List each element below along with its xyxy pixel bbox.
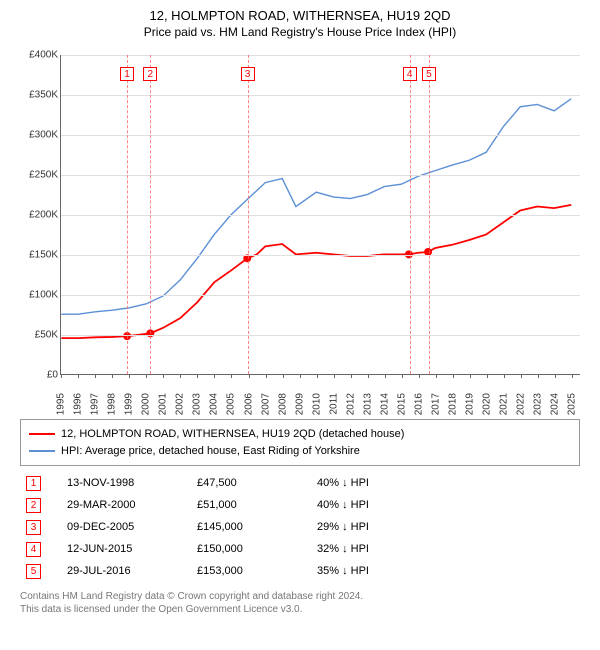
y-axis-label: £50K <box>20 330 58 341</box>
footer-line2: This data is licensed under the Open Gov… <box>20 603 580 616</box>
legend: 12, HOLMPTON ROAD, WITHERNSEA, HU19 2QD … <box>20 419 580 466</box>
sale-marker-line <box>127 55 128 374</box>
x-axis-label: 2007 <box>260 393 271 415</box>
chart-subtitle: Price paid vs. HM Land Registry's House … <box>10 25 590 39</box>
x-axis-label: 2006 <box>243 393 254 415</box>
series-hpi <box>61 99 571 314</box>
x-axis-label: 2008 <box>277 393 288 415</box>
x-axis-label: 1998 <box>107 393 118 415</box>
sale-marker-badge: 3 <box>241 67 255 81</box>
transaction-row: 3 09-DEC-2005£145,00029% ↓ HPI <box>20 516 580 538</box>
x-axis-label: 2011 <box>328 393 339 415</box>
transaction-price: £47,500 <box>197 477 317 489</box>
y-axis-label: £150K <box>20 250 58 261</box>
x-axis-label: 1995 <box>56 393 67 415</box>
y-axis-label: £200K <box>20 210 58 221</box>
y-axis-label: £0 <box>20 370 58 381</box>
x-axis-label: 2019 <box>465 393 476 415</box>
transaction-badge: 2 <box>26 498 41 513</box>
x-axis-label: 1999 <box>124 393 135 415</box>
x-axis-label: 2009 <box>294 393 305 415</box>
sale-marker-line <box>429 55 430 374</box>
x-axis-label: 2004 <box>209 393 220 415</box>
transaction-diff: 40% ↓ HPI <box>317 499 447 511</box>
sale-marker-badge: 2 <box>143 67 157 81</box>
transaction-row: 5 29-JUL-2016£153,00035% ↓ HPI <box>20 560 580 582</box>
x-axis-label: 2020 <box>482 393 493 415</box>
legend-row-property: 12, HOLMPTON ROAD, WITHERNSEA, HU19 2QD … <box>29 426 571 443</box>
x-axis-label: 2001 <box>158 393 169 415</box>
transaction-date: 13-NOV-1998 <box>67 477 197 489</box>
legend-swatch-property <box>29 433 55 435</box>
x-axis-label: 1996 <box>73 393 84 415</box>
x-axis-label: 2010 <box>311 393 322 415</box>
transactions-table: 1 13-NOV-1998£47,50040% ↓ HPI 2 29-MAR-2000… <box>20 472 580 582</box>
legend-swatch-hpi <box>29 450 55 452</box>
transaction-row: 1 13-NOV-1998£47,50040% ↓ HPI <box>20 472 580 494</box>
x-axis-label: 2021 <box>499 393 510 415</box>
transaction-badge: 1 <box>26 476 41 491</box>
transaction-badge: 3 <box>26 520 41 535</box>
chart-container: 12, HOLMPTON ROAD, WITHERNSEA, HU19 2QD … <box>0 0 600 620</box>
x-axis-label: 2003 <box>192 393 203 415</box>
x-axis-label: 2018 <box>448 393 459 415</box>
legend-label-hpi: HPI: Average price, detached house, East… <box>61 443 360 460</box>
transaction-row: 4 12-JUN-2015£150,00032% ↓ HPI <box>20 538 580 560</box>
footer-line1: Contains HM Land Registry data © Crown c… <box>20 590 580 603</box>
sale-marker-line <box>248 55 249 374</box>
transaction-date: 29-JUL-2016 <box>67 565 197 577</box>
x-axis-label: 2002 <box>175 393 186 415</box>
legend-label-property: 12, HOLMPTON ROAD, WITHERNSEA, HU19 2QD … <box>61 426 404 443</box>
x-axis-label: 2016 <box>414 393 425 415</box>
sale-marker-badge: 4 <box>403 67 417 81</box>
x-axis-label: 1997 <box>90 393 101 415</box>
x-axis-label: 2017 <box>431 393 442 415</box>
x-axis-label: 2000 <box>141 393 152 415</box>
y-axis-label: £300K <box>20 130 58 141</box>
y-axis-label: £250K <box>20 170 58 181</box>
x-axis-label: 2022 <box>516 393 527 415</box>
transaction-badge: 5 <box>26 564 41 579</box>
sale-marker-line <box>150 55 151 374</box>
x-axis-label: 2014 <box>379 393 390 415</box>
transaction-date: 12-JUN-2015 <box>67 543 197 555</box>
x-axis-label: 2005 <box>226 393 237 415</box>
sale-marker-line <box>410 55 411 374</box>
transaction-date: 29-MAR-2000 <box>67 499 197 511</box>
sale-marker-badge: 5 <box>422 67 436 81</box>
x-axis-label: 2013 <box>362 393 373 415</box>
plot-area: 1995 1996 1997 1998 1999 2000 2001 2002 2003 2004… <box>20 45 580 415</box>
x-axis-label: 2015 <box>396 393 407 415</box>
transaction-price: £51,000 <box>197 499 317 511</box>
transaction-price: £145,000 <box>197 521 317 533</box>
transaction-diff: 40% ↓ HPI <box>317 477 447 489</box>
x-axis-label: 2023 <box>533 393 544 415</box>
transaction-diff: 29% ↓ HPI <box>317 521 447 533</box>
transaction-date: 09-DEC-2005 <box>67 521 197 533</box>
x-axis-label: 2024 <box>550 393 561 415</box>
series-property <box>61 205 571 338</box>
transaction-badge: 4 <box>26 542 41 557</box>
transaction-diff: 32% ↓ HPI <box>317 543 447 555</box>
y-axis-label: £400K <box>20 50 58 61</box>
sale-marker-badge: 1 <box>120 67 134 81</box>
transaction-diff: 35% ↓ HPI <box>317 565 447 577</box>
y-axis-label: £100K <box>20 290 58 301</box>
legend-row-hpi: HPI: Average price, detached house, East… <box>29 443 571 460</box>
footer: Contains HM Land Registry data © Crown c… <box>20 590 580 616</box>
x-axis-label: 2012 <box>345 393 356 415</box>
transaction-price: £153,000 <box>197 565 317 577</box>
transaction-price: £150,000 <box>197 543 317 555</box>
x-axis-label: 2025 <box>567 393 578 415</box>
y-axis-label: £350K <box>20 90 58 101</box>
transaction-row: 2 29-MAR-2000£51,00040% ↓ HPI <box>20 494 580 516</box>
chart-title: 12, HOLMPTON ROAD, WITHERNSEA, HU19 2QD <box>10 8 590 23</box>
plot-inner: 1995199619971998199920002001200220032004… <box>60 55 580 375</box>
